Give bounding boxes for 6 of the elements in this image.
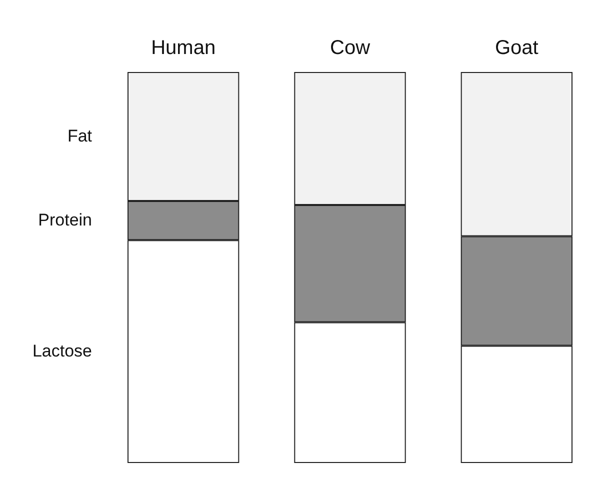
x-tick-label: Cow: [330, 37, 371, 59]
x-tick-label: Human: [151, 37, 216, 59]
text: Fat: [67, 126, 92, 146]
text: Protein: [38, 210, 92, 230]
x-tick-label: Goat: [494, 37, 539, 59]
text: Lactose: [32, 342, 92, 361]
